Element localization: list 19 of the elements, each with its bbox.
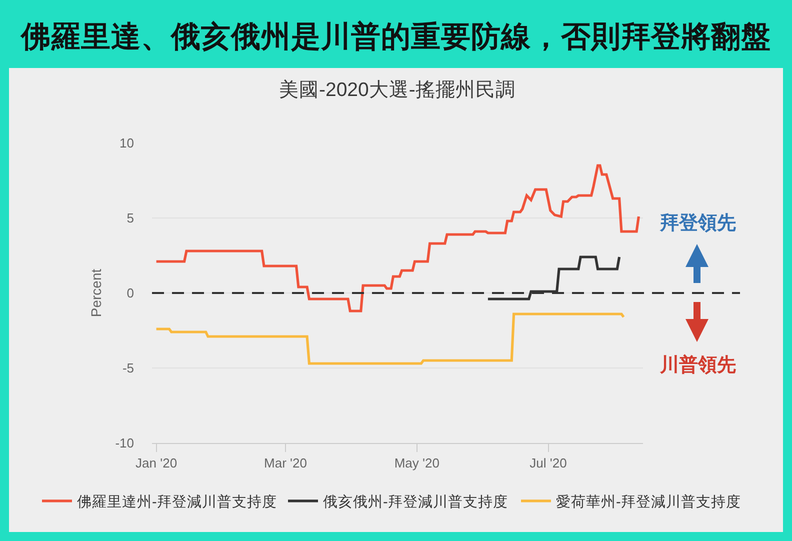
y-tick-label: -10 (115, 436, 134, 451)
x-tick-label: Jan '20 (136, 456, 178, 471)
y-tick-label: -5 (122, 360, 134, 376)
chart-subtitle: 美國-2020大選-搖擺州民調 (279, 78, 516, 101)
y-tick-label: 5 (126, 210, 134, 226)
y-axis-title: Percent (88, 268, 104, 318)
x-tick-label: May '20 (394, 456, 440, 471)
line-series (155, 312, 625, 365)
legend-label: 俄亥俄州-拜登減川普支持度 (323, 494, 508, 511)
chart-title: 佛羅里達、俄亥俄州是川普的重要防線，否則拜登將翻盤 (20, 19, 771, 54)
y-tick-label: 10 (120, 136, 134, 151)
legend-label: 愛荷華州-拜登減川普支持度 (556, 494, 741, 511)
text: 拜登領先 (659, 212, 736, 234)
x-tick-label: Jul '20 (530, 456, 567, 471)
x-tick-label: Mar '20 (264, 456, 307, 471)
line-series (155, 164, 640, 312)
y-tick-label: 0 (126, 286, 134, 301)
text: 川普領先 (659, 354, 736, 376)
legend-label: 佛羅里達州-拜登減川普支持度 (77, 494, 277, 511)
